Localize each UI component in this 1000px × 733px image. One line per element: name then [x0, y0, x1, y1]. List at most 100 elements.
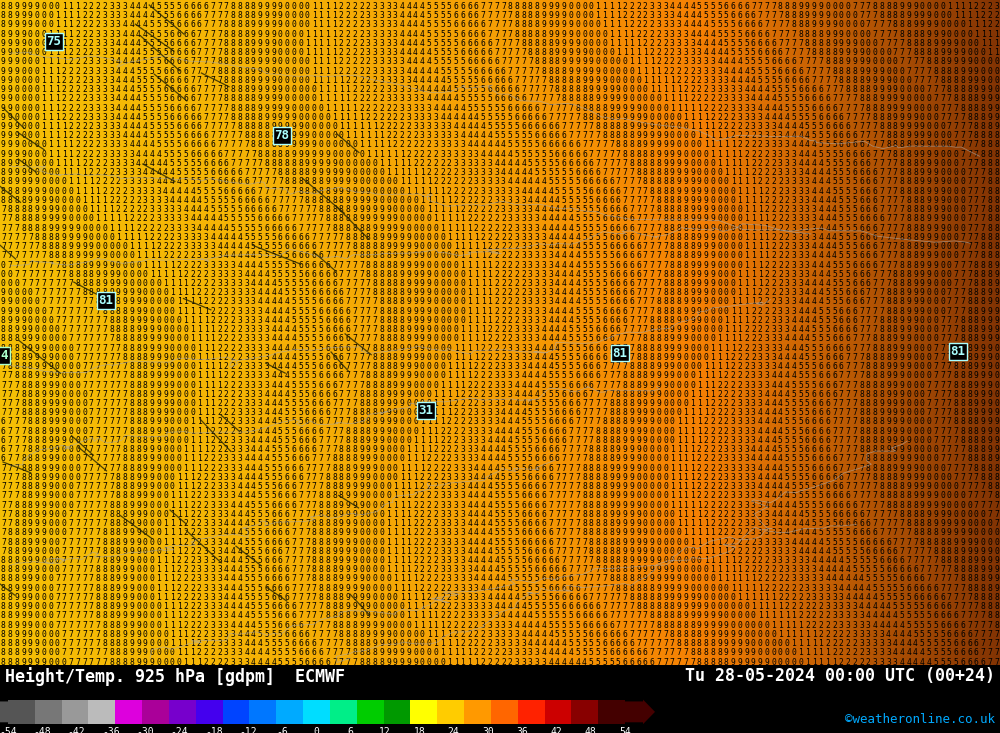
Text: 5: 5 — [258, 630, 263, 639]
Text: 1: 1 — [210, 390, 215, 399]
Text: 4: 4 — [454, 95, 459, 103]
Text: 2: 2 — [771, 575, 776, 583]
Text: 5: 5 — [514, 519, 519, 528]
Text: 4: 4 — [197, 224, 202, 232]
Text: 9: 9 — [373, 639, 377, 648]
Text: 2: 2 — [237, 390, 242, 399]
Text: 0: 0 — [400, 418, 404, 427]
Text: 5: 5 — [521, 593, 526, 602]
Text: 5: 5 — [886, 575, 891, 583]
Text: 7: 7 — [96, 344, 100, 353]
Text: 3: 3 — [96, 48, 100, 57]
Text: 6: 6 — [278, 575, 283, 583]
Text: 9: 9 — [150, 380, 154, 389]
Text: 9: 9 — [967, 547, 972, 556]
Text: 0: 0 — [352, 159, 357, 168]
Text: 9: 9 — [366, 196, 371, 205]
Text: 8: 8 — [900, 306, 904, 316]
Text: 6: 6 — [596, 362, 600, 371]
Text: 9: 9 — [298, 141, 303, 150]
Text: 9: 9 — [427, 306, 431, 316]
Text: 3: 3 — [677, 39, 681, 48]
Text: 1: 1 — [616, 29, 621, 39]
Text: 0: 0 — [704, 334, 709, 343]
Text: 7: 7 — [906, 528, 911, 537]
Text: 9: 9 — [670, 353, 675, 362]
Text: 9: 9 — [41, 501, 46, 509]
Text: 0: 0 — [305, 95, 310, 103]
Text: 3: 3 — [251, 334, 256, 343]
Text: 9: 9 — [55, 372, 60, 380]
Text: 1: 1 — [156, 260, 161, 270]
Text: 1: 1 — [825, 658, 830, 666]
Text: 7: 7 — [575, 427, 580, 435]
Text: 6: 6 — [312, 288, 317, 297]
Text: 7: 7 — [602, 399, 607, 408]
Text: 4: 4 — [555, 344, 560, 353]
Text: 8: 8 — [129, 380, 134, 389]
Text: 4: 4 — [278, 380, 283, 389]
Text: 5: 5 — [170, 131, 175, 140]
Text: 2: 2 — [737, 390, 742, 399]
Text: 7: 7 — [967, 233, 972, 242]
Text: 0: 0 — [454, 251, 459, 260]
Bar — [803, 0, 808, 665]
Text: 5: 5 — [298, 325, 303, 334]
Text: 0: 0 — [663, 122, 668, 131]
Text: 8: 8 — [379, 390, 384, 399]
Text: 8: 8 — [379, 260, 384, 270]
Text: 3: 3 — [521, 251, 526, 260]
Text: 8: 8 — [683, 214, 688, 224]
Text: 7: 7 — [102, 316, 107, 325]
Text: 8: 8 — [109, 501, 114, 509]
Text: 6: 6 — [819, 380, 823, 389]
Text: 5: 5 — [852, 242, 857, 251]
Text: 7: 7 — [791, 29, 796, 39]
Text: 4: 4 — [535, 344, 540, 353]
Text: 2: 2 — [204, 464, 209, 473]
Text: 9: 9 — [798, 2, 803, 11]
Text: 4: 4 — [460, 131, 465, 140]
Text: 3: 3 — [413, 103, 418, 113]
Text: 3: 3 — [528, 353, 533, 362]
Text: 6: 6 — [514, 113, 519, 122]
Text: 2: 2 — [771, 260, 776, 270]
Text: 3: 3 — [204, 537, 209, 547]
Text: 2: 2 — [204, 270, 209, 279]
Text: 8: 8 — [656, 316, 661, 325]
Text: 2: 2 — [89, 39, 94, 48]
Text: 8: 8 — [291, 159, 296, 168]
Text: 3: 3 — [204, 233, 209, 242]
Text: 0: 0 — [663, 464, 668, 473]
Text: 5: 5 — [798, 436, 803, 445]
Text: 4: 4 — [143, 159, 148, 168]
Text: 5: 5 — [278, 427, 283, 435]
Text: 3: 3 — [447, 556, 452, 565]
Text: 8: 8 — [575, 95, 580, 103]
Text: 8: 8 — [535, 21, 540, 29]
Text: 7: 7 — [197, 67, 202, 75]
Text: 5: 5 — [541, 150, 546, 159]
Text: 0: 0 — [704, 575, 709, 583]
Text: 0: 0 — [177, 353, 181, 362]
Text: 8: 8 — [623, 583, 627, 593]
Text: 5: 5 — [258, 233, 263, 242]
Text: 9: 9 — [55, 436, 60, 445]
Text: 6: 6 — [602, 621, 607, 630]
Text: 9: 9 — [636, 547, 641, 556]
Text: 1: 1 — [177, 648, 181, 658]
Text: 7: 7 — [900, 205, 904, 214]
Text: 1: 1 — [758, 187, 763, 196]
Text: 2: 2 — [731, 519, 736, 528]
Text: 6: 6 — [839, 491, 844, 501]
Text: 7: 7 — [623, 325, 627, 334]
Text: 0: 0 — [400, 621, 404, 630]
Text: 7: 7 — [96, 658, 100, 666]
Text: 5: 5 — [508, 519, 513, 528]
Bar — [518, 699, 545, 724]
Text: 4: 4 — [163, 159, 168, 168]
Text: 5: 5 — [913, 621, 918, 630]
Text: 6: 6 — [183, 11, 188, 21]
Text: 9: 9 — [143, 454, 148, 463]
Text: 2: 2 — [224, 325, 229, 334]
